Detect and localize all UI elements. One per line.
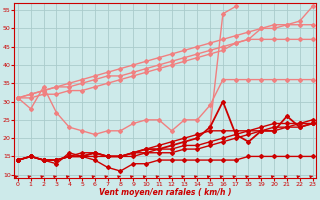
X-axis label: Vent moyen/en rafales ( km/h ): Vent moyen/en rafales ( km/h ) bbox=[99, 188, 231, 197]
